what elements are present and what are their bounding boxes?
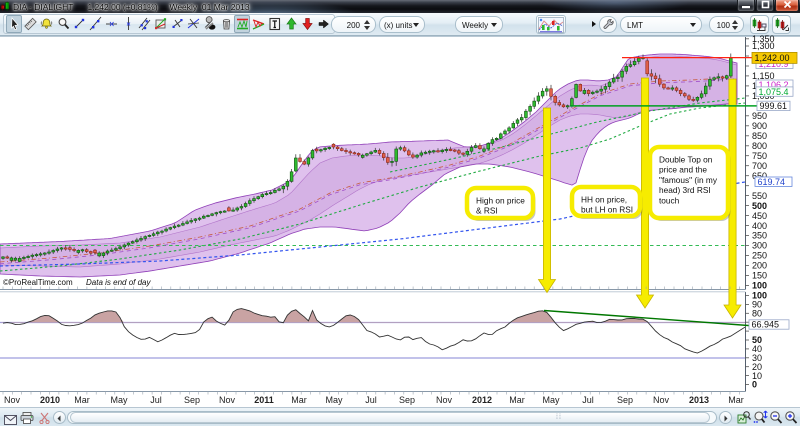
svg-text:700: 700 (752, 161, 767, 171)
svg-text:450: 450 (752, 211, 767, 221)
svg-text:200: 200 (752, 261, 767, 271)
svg-text:1,350: 1,350 (752, 34, 775, 44)
svg-text:40: 40 (752, 344, 762, 354)
svg-text:Sep: Sep (184, 395, 200, 405)
svg-text:High on price: High on price (476, 196, 525, 206)
svg-text:850: 850 (752, 131, 767, 141)
svg-text:300: 300 (752, 241, 767, 251)
svg-text:20: 20 (752, 362, 762, 372)
svg-text:550: 550 (752, 191, 767, 201)
svg-text:©ProRealTime.com: ©ProRealTime.com (3, 278, 73, 287)
svg-text:999.61: 999.61 (760, 101, 788, 111)
svg-text:10: 10 (752, 371, 762, 381)
svg-text:& RSI: & RSI (476, 206, 498, 216)
svg-text:Jul: Jul (150, 395, 162, 405)
svg-text:Mar: Mar (74, 395, 90, 405)
svg-text:150: 150 (752, 271, 767, 281)
svg-text:2011: 2011 (254, 395, 274, 405)
svg-text:800: 800 (752, 141, 767, 151)
svg-text:350: 350 (752, 231, 767, 241)
svg-text:Mar: Mar (509, 395, 525, 405)
svg-text:head) 3rd RSI: head) 3rd RSI (659, 185, 711, 195)
svg-text:50: 50 (752, 335, 762, 345)
svg-text:1,300: 1,300 (752, 41, 775, 51)
svg-text:66.945: 66.945 (752, 320, 780, 330)
svg-text:Nov: Nov (4, 395, 21, 405)
svg-text:touch: touch (659, 195, 680, 205)
svg-text:HH on price,: HH on price, (581, 195, 627, 205)
svg-text:1,106.2: 1,106.2 (759, 80, 789, 90)
svg-text:May: May (325, 395, 343, 405)
svg-text:1,075.4: 1,075.4 (759, 87, 789, 97)
svg-text:100: 100 (752, 291, 767, 301)
svg-text:Mar: Mar (728, 395, 744, 405)
svg-text:2012: 2012 (472, 395, 492, 405)
svg-text:Nov: Nov (219, 395, 236, 405)
svg-text:Mar: Mar (291, 395, 307, 405)
svg-text:250: 250 (752, 251, 767, 261)
svg-text:Sep: Sep (399, 395, 415, 405)
svg-text:Jul: Jul (365, 395, 377, 405)
svg-text:750: 750 (752, 151, 767, 161)
svg-text:"famous" (in my: "famous" (in my (659, 175, 718, 185)
svg-text:but LH on RSI: but LH on RSI (581, 205, 633, 215)
svg-text:Sep: Sep (617, 395, 633, 405)
svg-text:Data is end of day: Data is end of day (86, 278, 151, 287)
svg-text:0: 0 (752, 380, 757, 390)
svg-text:Nov: Nov (436, 395, 453, 405)
svg-text:1,210.9: 1,210.9 (759, 59, 789, 69)
svg-text:80: 80 (752, 309, 762, 319)
svg-text:90: 90 (752, 300, 762, 310)
svg-text:Jul: Jul (582, 395, 594, 405)
svg-text:1,242.00: 1,242.00 (755, 53, 790, 63)
svg-text:May: May (110, 395, 128, 405)
svg-text:900: 900 (752, 121, 767, 131)
svg-text:500: 500 (752, 201, 767, 211)
svg-text:400: 400 (752, 221, 767, 231)
svg-text:950: 950 (752, 111, 767, 121)
svg-text:2013: 2013 (689, 395, 709, 405)
svg-text:30: 30 (752, 353, 762, 363)
svg-text:100: 100 (752, 281, 767, 291)
svg-text:price and the: price and the (659, 165, 707, 175)
svg-text:619.74: 619.74 (758, 177, 786, 187)
svg-text:2010: 2010 (40, 395, 60, 405)
svg-text:1,150: 1,150 (752, 71, 775, 81)
svg-text:Double Top on: Double Top on (659, 155, 713, 165)
svg-text:May: May (542, 395, 560, 405)
svg-text:Nov: Nov (653, 395, 670, 405)
svg-text:650: 650 (752, 171, 767, 181)
